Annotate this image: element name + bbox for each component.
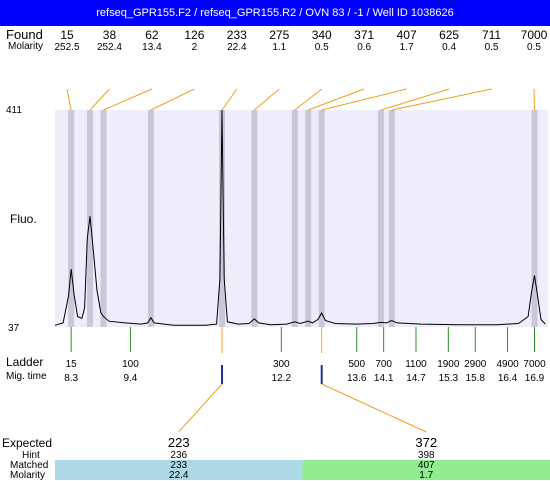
- found-molarity-label: 1.1: [272, 42, 286, 53]
- found-size-label: 371: [354, 28, 374, 42]
- found-molarity-label: 0.4: [442, 42, 456, 53]
- expected-size-label: 372: [415, 435, 437, 450]
- ladder-size-label: 7000: [523, 359, 546, 370]
- ladder-size-label: 1100: [405, 359, 427, 370]
- found-molarity-label: 1.7: [400, 42, 414, 53]
- expected-connector-lower: [322, 384, 427, 432]
- ladder-size-label: 15: [66, 359, 78, 370]
- found-size-label: 407: [397, 28, 417, 42]
- found-size-label: 711: [482, 28, 501, 42]
- ladder-size-label: 700: [375, 359, 392, 370]
- found-molarity-label: 22.4: [227, 42, 247, 53]
- peak-band: [148, 110, 154, 327]
- found-connector: [392, 89, 492, 110]
- found-size-label: 126: [184, 28, 204, 42]
- found-size-label: 275: [269, 28, 289, 42]
- ladder-time-label: 15.8: [466, 373, 486, 384]
- peak-band: [532, 110, 538, 327]
- ladder-size-label: 300: [273, 359, 290, 370]
- found-size-label: 15: [60, 28, 74, 42]
- ladder-size-label: 100: [122, 359, 139, 370]
- found-size-label: 38: [103, 28, 117, 42]
- plot-area: [55, 110, 548, 327]
- found-connector: [381, 89, 449, 110]
- found-molarity-label: 0.5: [527, 42, 541, 53]
- ladder-time-label: 14.7: [406, 373, 426, 384]
- ladder-size-label: 1900: [437, 359, 460, 370]
- expected-size-label: 223: [168, 435, 190, 450]
- found-size-label: 625: [439, 28, 459, 42]
- expected-molarity-value: 22.4: [169, 470, 189, 480]
- found-molarity-label: 0.5: [485, 42, 499, 53]
- found-molarity-label: 0.6: [357, 42, 371, 53]
- ladder-time-label: 16.9: [525, 373, 545, 384]
- found-size-label: 62: [145, 28, 159, 42]
- found-connector: [222, 89, 237, 110]
- ladder-time-label: 14.1: [374, 373, 394, 384]
- ladder-size-label: 4900: [496, 359, 519, 370]
- found-connector: [103, 89, 151, 110]
- found-size-label: 7000: [521, 28, 548, 42]
- ladder-size-label: 500: [348, 359, 365, 370]
- found-size-label: 340: [312, 28, 332, 42]
- peak-band: [100, 110, 106, 327]
- found-molarity-label: 0.5: [315, 42, 329, 53]
- found-connector: [151, 89, 194, 110]
- ladder-size-label: 2900: [464, 359, 487, 370]
- found-connector: [534, 89, 535, 110]
- peak-band: [319, 110, 325, 327]
- found-connector: [254, 89, 279, 110]
- ladder-time-label: 12.2: [272, 373, 292, 384]
- peak-band: [251, 110, 257, 327]
- found-molarity-label: 252.5: [54, 42, 79, 53]
- peak-band: [292, 110, 298, 327]
- expected-connector-lower: [179, 384, 222, 432]
- peak-band: [378, 110, 384, 327]
- found-connector: [322, 89, 407, 110]
- ladder-time-label: 8.3: [64, 373, 78, 384]
- peak-band: [389, 110, 395, 327]
- found-molarity-label: 2: [192, 42, 198, 53]
- found-molarity-label: 252.4: [97, 42, 122, 53]
- found-connector: [67, 89, 71, 110]
- ladder-time-label: 15.3: [439, 373, 459, 384]
- found-molarity-label: 13.4: [142, 42, 162, 53]
- found-size-label: 233: [227, 28, 247, 42]
- expected-molarity-value: 1.7: [419, 470, 433, 480]
- found-connector: [90, 89, 109, 110]
- ladder-time-label: 13.6: [347, 373, 367, 384]
- ladder-time-label: 9.4: [123, 373, 137, 384]
- peak-band: [305, 110, 311, 327]
- ladder-time-label: 16.4: [498, 373, 518, 384]
